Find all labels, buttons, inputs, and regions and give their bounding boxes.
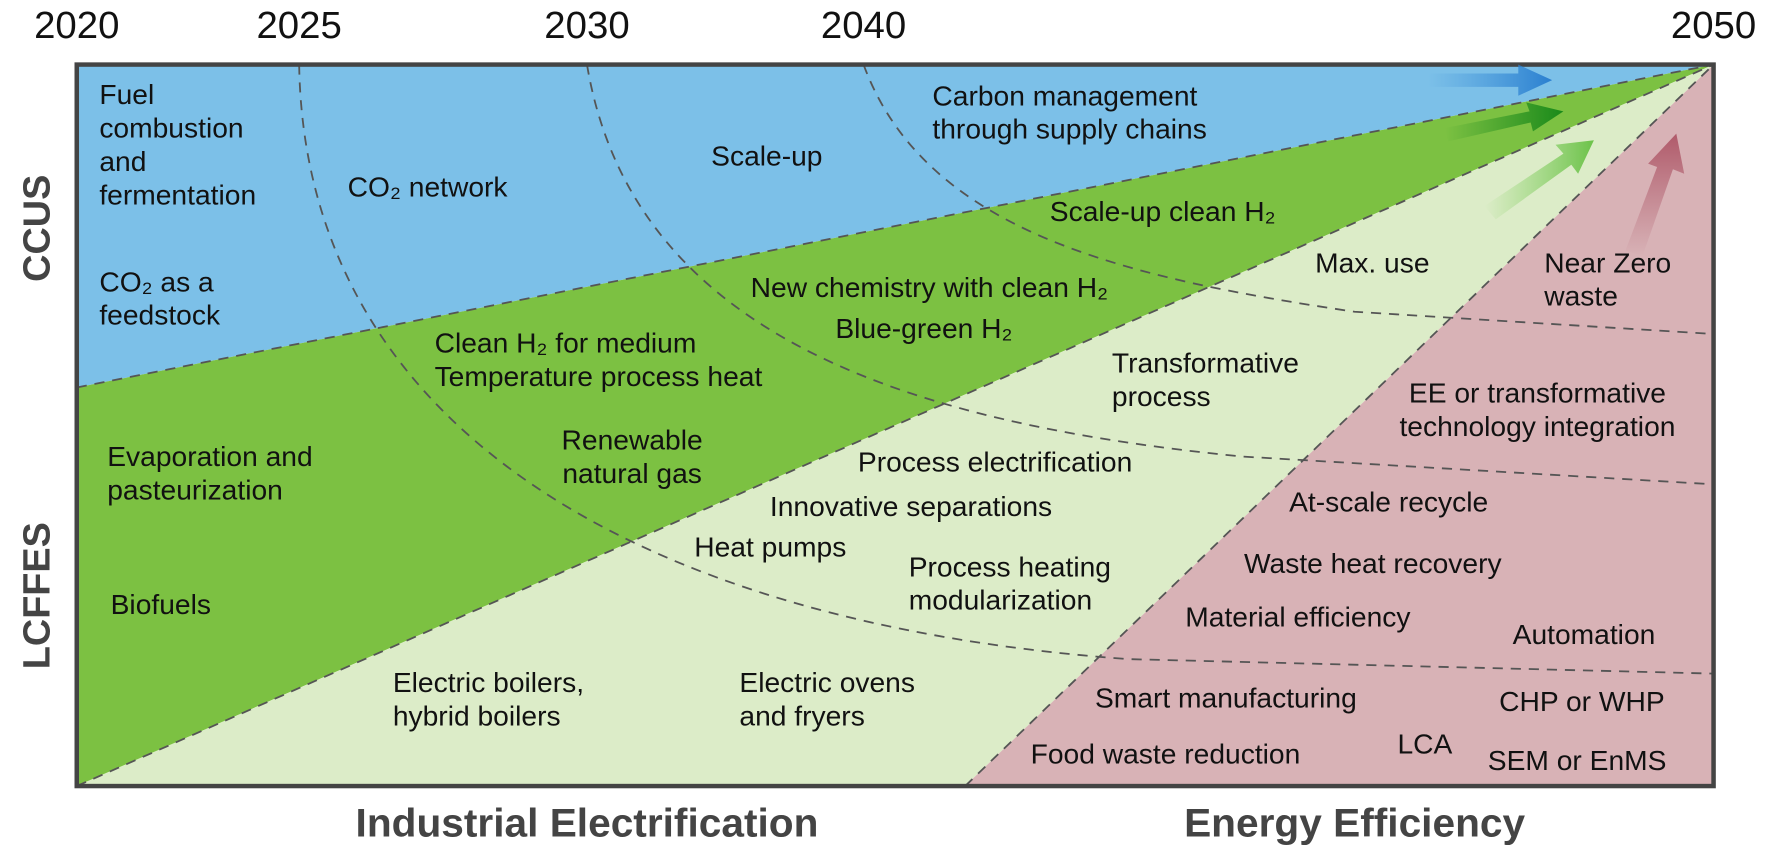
side-label: CCUS xyxy=(16,175,58,282)
item-label: and fryers xyxy=(739,701,864,732)
item-label: Scale-up clean H₂ xyxy=(1050,196,1276,227)
arrow xyxy=(1444,102,1564,142)
item-label: Max. use xyxy=(1315,248,1429,279)
item-label: Evaporation and xyxy=(107,441,312,472)
item-label: At-scale recycle xyxy=(1289,487,1488,518)
item-label: through supply chains xyxy=(932,114,1206,145)
item-label: Waste heat recovery xyxy=(1244,548,1502,579)
arrow xyxy=(1427,64,1553,96)
regions xyxy=(74,62,1716,789)
item-label: process xyxy=(1112,381,1211,412)
item-label: Heat pumps xyxy=(694,531,846,562)
item-label: Clean H₂ for medium xyxy=(435,328,697,359)
item-label: combustion xyxy=(99,113,243,144)
arrow xyxy=(1625,133,1685,257)
item-label: Biofuels xyxy=(111,589,211,620)
bottom-label: Energy Efficiency xyxy=(1184,800,1526,846)
year-label: 2030 xyxy=(544,5,629,47)
trend-arrows xyxy=(1427,64,1685,257)
time-arc xyxy=(586,64,1714,486)
item-label: Electric boilers, xyxy=(393,667,584,698)
item-label: Temperature process heat xyxy=(435,361,763,392)
item-label: Process electrification xyxy=(858,447,1132,478)
year-label: 2050 xyxy=(1671,5,1756,47)
item-label: EE or transformative xyxy=(1409,378,1666,409)
item-label: Near Zero xyxy=(1544,248,1671,279)
item-label: Automation xyxy=(1513,619,1656,650)
item-label: Renewable xyxy=(562,425,703,456)
item-label: New chemistry with clean H₂ xyxy=(751,272,1108,303)
item-label: Food waste reduction xyxy=(1031,739,1301,770)
item-label: hybrid boilers xyxy=(393,701,561,732)
item-label: Fuel xyxy=(99,79,154,110)
item-label: LCA xyxy=(1397,729,1452,760)
item-label: SEM or EnMS xyxy=(1488,745,1667,776)
item-label: Material efficiency xyxy=(1185,602,1410,633)
side-label: LCFFES xyxy=(16,522,58,669)
item-label: CHP or WHP xyxy=(1499,686,1665,717)
frame xyxy=(74,62,1716,789)
year-label: 2040 xyxy=(821,5,906,47)
item-label: natural gas xyxy=(562,458,702,489)
item-label: Electric ovens xyxy=(739,667,915,698)
item-label: Carbon management xyxy=(932,81,1197,112)
item-label: Smart manufacturing xyxy=(1095,683,1357,714)
year-label: 2025 xyxy=(256,5,341,47)
item-label: and xyxy=(99,146,146,177)
item-label: waste xyxy=(1543,281,1618,312)
boundary xyxy=(964,63,1715,787)
bottom-label: Industrial Electrification xyxy=(356,800,819,846)
item-label: CO₂ network xyxy=(348,172,509,203)
item-label: feedstock xyxy=(99,300,221,331)
item-label: Blue-green H₂ xyxy=(835,313,1012,344)
item-label: Transformative xyxy=(1112,348,1299,379)
item-label: Process heating xyxy=(909,551,1111,582)
item-label: technology integration xyxy=(1399,411,1675,442)
time-arc xyxy=(862,64,1714,335)
year-label: 2020 xyxy=(34,5,119,47)
arrow xyxy=(1484,140,1594,220)
item-label: Scale-up xyxy=(711,141,822,172)
item-label: Innovative separations xyxy=(770,491,1052,522)
labels: 2020 2025 2030 2040 2050 CCUS LCFFES Ind… xyxy=(16,5,1756,846)
item-label: modularization xyxy=(909,585,1092,616)
item-label: CO₂ as a xyxy=(99,266,214,297)
item-label: pasteurization xyxy=(107,475,283,506)
boundary xyxy=(76,63,1714,787)
boundary xyxy=(76,63,1714,389)
item-label: fermentation xyxy=(99,180,256,211)
